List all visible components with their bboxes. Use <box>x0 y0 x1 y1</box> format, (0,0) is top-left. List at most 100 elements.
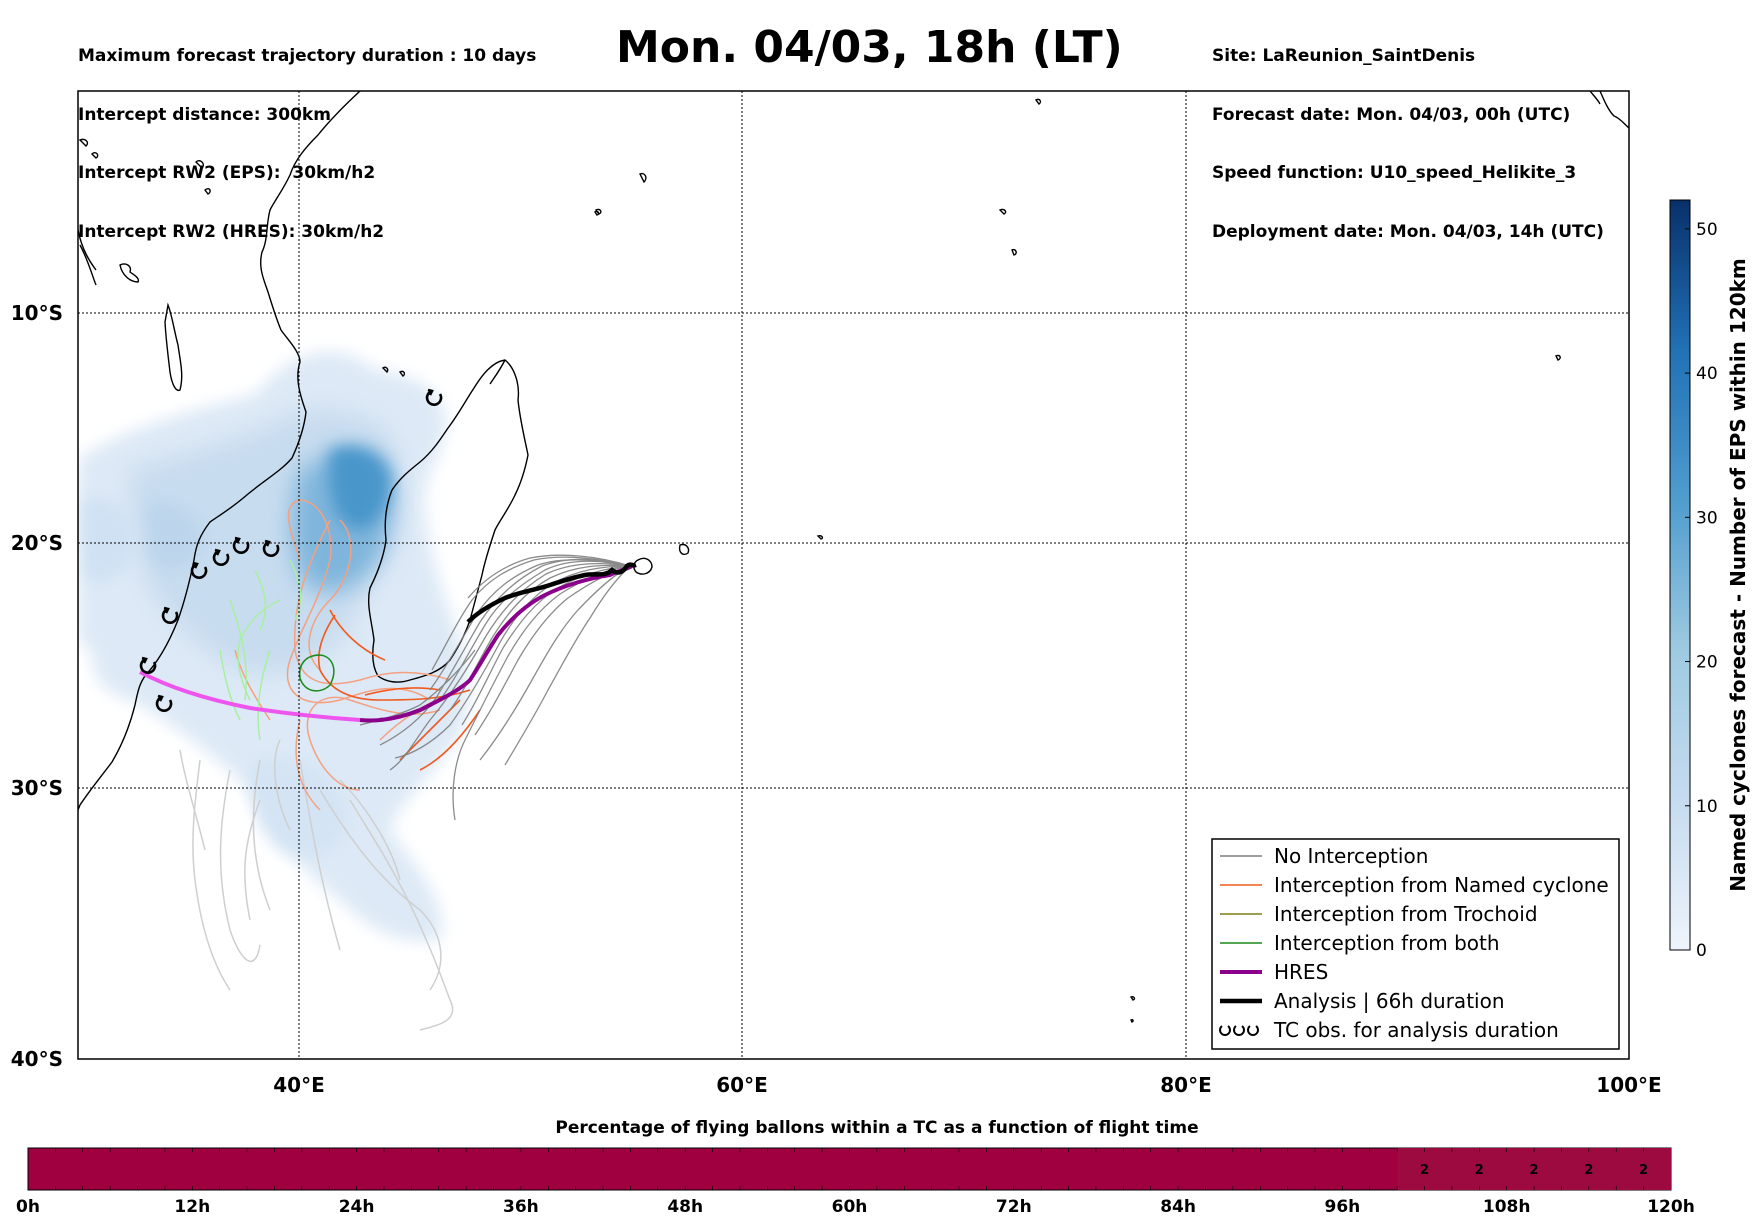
colorbar-label: Named cyclones forecast - Number of EPS … <box>1726 258 1750 892</box>
legend-item-hres: HRES <box>1220 960 1328 984</box>
madagascar-north-tip <box>489 359 506 385</box>
lon-label: 100°E <box>1596 1073 1661 1097</box>
percent-bar-tick-label: 84h <box>1160 1197 1196 1217</box>
both-interception-trajectories <box>298 654 335 692</box>
north-africa-coast <box>78 138 211 283</box>
lon-label: 80°E <box>1160 1073 1212 1097</box>
header-right-line: Speed function: U10_speed_Helikite_3 <box>1212 163 1577 183</box>
colorbar-tick-label: 20 <box>1696 653 1718 673</box>
colorbar-tick-label: 10 <box>1696 797 1718 817</box>
tc-symbol-icon <box>190 561 208 579</box>
percent-bar-tick-label: 48h <box>667 1197 703 1217</box>
percent-bar-cell-value: 2 <box>1639 1163 1648 1178</box>
sumatra-corner <box>1589 91 1601 105</box>
lat-labels: 10°S 20°S 30°S 40°S <box>11 301 63 1071</box>
lightgreen-trajectories <box>219 559 302 741</box>
lon-label: 60°E <box>716 1073 768 1097</box>
percent-bar-cell-value: 2 <box>1584 1163 1593 1178</box>
percent-bar-cell <box>1561 1148 1617 1190</box>
header-left-line: Intercept RW2 (HRES): 30km/h2 <box>78 221 385 242</box>
legend-label: No Interception <box>1274 844 1428 868</box>
tc-symbol-icon <box>425 388 443 406</box>
legend-item-trochoid: Interception from Trochoid <box>1220 902 1538 926</box>
percent-bar-tick-label: 72h <box>996 1197 1032 1217</box>
seychelles <box>594 172 647 216</box>
legend-box <box>1211 838 1620 1050</box>
tc-legend-icon <box>1219 1025 1259 1036</box>
lat-label: 20°S <box>11 531 63 555</box>
tc-symbol-icon <box>232 536 250 554</box>
percent-bar-cells: 2 2 2 2 2 <box>1397 1148 1671 1190</box>
legend-label: Analysis | 66h duration <box>1274 989 1505 1013</box>
legend-item-both: Interception from both <box>1220 931 1500 955</box>
lake-malawi <box>164 302 183 392</box>
colorbar: 0 10 20 30 40 50 Named cyclones forecast - Nu… <box>1669 199 1750 961</box>
map-title: Mon. 04/03, 18h (LT) <box>616 22 1123 73</box>
percent-bar-cell <box>1616 1148 1671 1190</box>
percent-bar-tick-label: 36h <box>503 1197 539 1217</box>
tc-symbol-icon <box>139 656 157 674</box>
tc-symbol-icon <box>155 694 173 712</box>
percent-bar-tick-label: 96h <box>1325 1197 1361 1217</box>
hres-track <box>359 564 633 723</box>
lake-tanganyika <box>79 244 97 286</box>
no-interception-trajectories <box>359 554 631 821</box>
percent-bar-tick-label: 60h <box>832 1197 868 1217</box>
colorbar-tick-label: 50 <box>1696 220 1718 240</box>
colorbar-gradient <box>1669 199 1691 951</box>
legend-label: TC obs. for analysis duration <box>1273 1018 1559 1042</box>
percent-bar-tick-label: 108h <box>1483 1197 1531 1217</box>
percent-bar-cell <box>1506 1148 1562 1190</box>
lat-label: 40°S <box>11 1047 63 1071</box>
cocos-island <box>1555 354 1561 361</box>
map-frame <box>77 90 1630 1060</box>
lat-label: 10°S <box>11 301 63 325</box>
rodrigues-island <box>816 535 824 540</box>
legend-item-tc-obs: TC obs. for analysis duration <box>1219 1018 1559 1042</box>
header-left-line: Intercept distance: 300km <box>78 104 331 125</box>
lat-label: 30°S <box>11 776 63 800</box>
percent-bar-title: Percentage of flying ballons within a TC… <box>555 1118 1199 1138</box>
tc-symbol-icon <box>262 539 280 557</box>
colorbar-tick-label: 40 <box>1696 364 1718 384</box>
percent-bar: 2 2 2 2 2 0h 12h 24h 36h 48h 60h 72h 84h 96h 108h 120h <box>16 1147 1695 1217</box>
lon-labels: 40°E 60°E 80°E 100°E <box>273 1073 1661 1097</box>
percent-bar-cell-value: 2 <box>1475 1163 1484 1178</box>
legend-item-analysis: Analysis | 66h duration <box>1220 989 1505 1013</box>
percent-bar-tick-label: 12h <box>174 1197 210 1217</box>
header-right-line: Site: LaReunion_SaintDenis <box>1212 46 1476 66</box>
percent-bar-cell <box>1451 1148 1507 1190</box>
colorbar-tick-label: 30 <box>1696 508 1718 528</box>
header-left-line: Maximum forecast trajectory duration : 1… <box>78 46 537 66</box>
percent-bar-cell <box>1397 1148 1452 1190</box>
map-grid <box>78 91 1629 1059</box>
legend-label: Interception from Named cyclone <box>1274 873 1609 897</box>
header-right-line: Forecast date: Mon. 04/03, 00h (UTC) <box>1212 104 1571 125</box>
percent-bar-minor-ticks <box>55 1148 1644 1190</box>
legend-label: Interception from both <box>1274 931 1500 955</box>
reunion-island <box>633 557 653 575</box>
header-right-info: Site: LaReunion_SaintDenis Forecast date… <box>1212 8 1604 262</box>
percent-bar-tick-labels: 0h 12h 24h 36h 48h 60h 72h 84h 96h 108h 120h <box>16 1197 1695 1217</box>
percent-bar-cell-value: 2 <box>1530 1163 1539 1178</box>
cyclone-density-field <box>78 352 469 941</box>
old-trajectories <box>179 739 454 1031</box>
percent-bar-tick-label: 120h <box>1647 1197 1695 1217</box>
madagascar-coast <box>367 359 529 683</box>
australia-corner <box>1599 91 1629 129</box>
percent-bar-cell-value: 2 <box>1420 1163 1429 1178</box>
map-legend: No Interception Interception from Named … <box>1211 838 1620 1050</box>
analysis-track <box>466 562 637 624</box>
legend-item-no-interception: No Interception <box>1220 844 1428 868</box>
header-right-line: Deployment date: Mon. 04/03, 14h (UTC) <box>1212 221 1604 242</box>
comoros <box>381 366 406 377</box>
tc-observation-symbols <box>139 388 443 712</box>
header-left-line: Intercept RW2 (EPS): 30km/h2 <box>78 163 376 183</box>
tc-symbol-icon <box>212 548 230 566</box>
mauritius-island <box>678 543 690 555</box>
tc-symbol-icon <box>161 606 179 624</box>
colorbar-tick-label: 0 <box>1696 941 1707 961</box>
header-left-info: Maximum forecast trajectory duration : 1… <box>78 8 536 262</box>
legend-item-named-cyclone: Interception from Named cyclone <box>1220 873 1609 897</box>
chagos-island <box>998 98 1042 256</box>
